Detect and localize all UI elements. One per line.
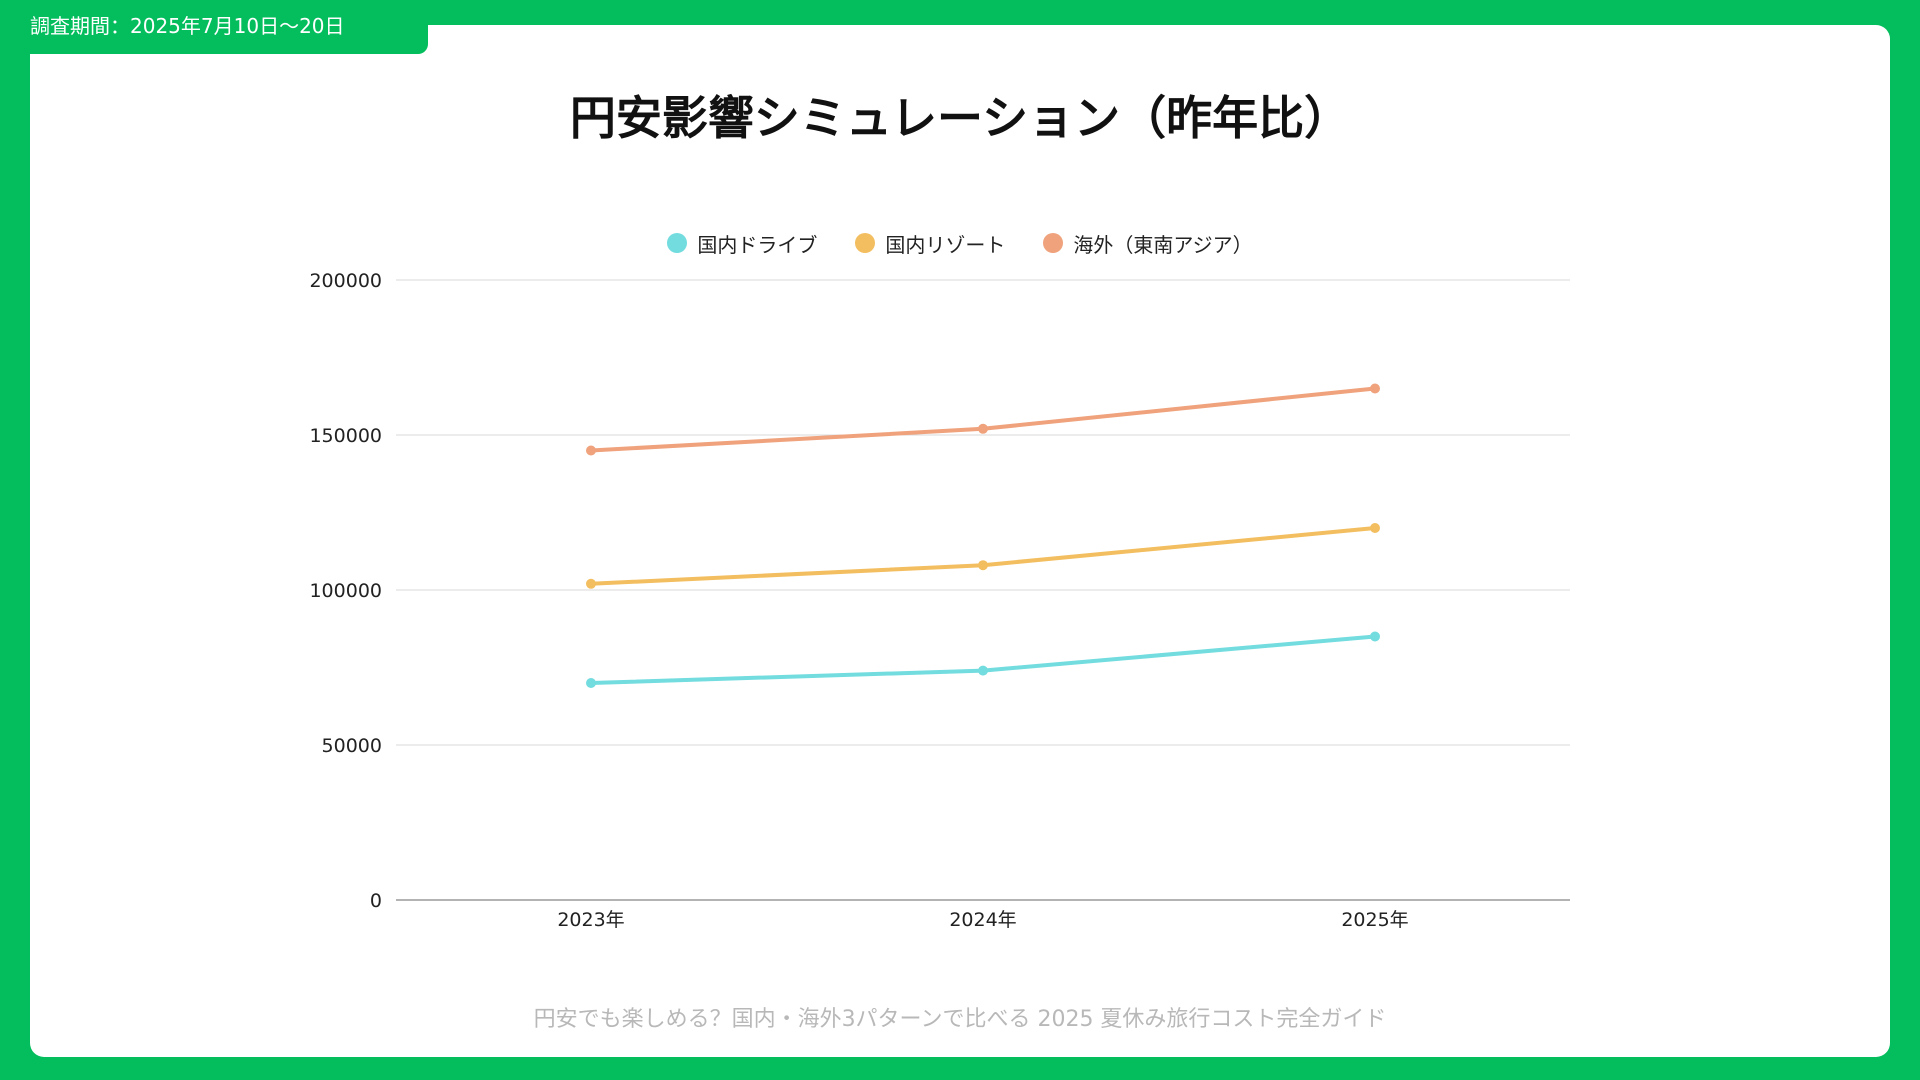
legend-label-domestic-drive: 国内ドライブ <box>697 232 818 257</box>
series-line-1 <box>589 526 1377 586</box>
data-point-series-2 <box>1370 383 1380 394</box>
data-point-series-1 <box>1370 523 1380 533</box>
x-tick-label: 2025年 <box>1341 909 1408 931</box>
legend-swatch-overseas-sea <box>1043 233 1064 253</box>
legend-item-domestic-resort: 国内リゾート <box>855 229 1005 258</box>
data-point-series-2 <box>978 423 988 434</box>
chart-card <box>30 25 1890 1057</box>
y-tick-label: 100000 <box>309 580 382 602</box>
series-line-0 <box>589 634 1377 685</box>
data-point-series-0 <box>1370 631 1380 642</box>
legend-item-domestic-drive: 国内ドライブ <box>667 229 817 258</box>
legend-label-overseas-sea: 海外（東南アジア） <box>1073 232 1253 257</box>
y-tick-label: 50000 <box>322 735 382 757</box>
y-tick-label: 150000 <box>309 425 382 447</box>
legend-label-domestic-resort: 国内リゾート <box>885 232 1006 257</box>
legend-item-overseas-sea: 海外（東南アジア） <box>1043 229 1253 258</box>
data-point-series-0 <box>978 665 988 676</box>
series-line-2 <box>589 386 1377 453</box>
data-point-series-1 <box>586 578 596 589</box>
legend-swatch-domestic-resort <box>855 233 876 253</box>
data-point-series-0 <box>586 678 596 688</box>
legend-swatch-domestic-drive <box>667 233 688 253</box>
survey-period-label: 調査期間：2025年7月10日〜20日 <box>30 14 345 38</box>
chart-legend: 国内ドライブ 国内リゾート 海外（東南アジア） <box>0 228 1920 258</box>
data-point-series-1 <box>978 560 988 571</box>
y-tick-label: 0 <box>370 890 382 912</box>
y-tick-label: 200000 <box>309 270 382 292</box>
x-tick-label: 2024年 <box>949 909 1016 931</box>
data-point-series-2 <box>586 445 596 456</box>
footer-caption: 円安でも楽しめる？国内・海外3パターンで比べる 2025 夏休み旅行コスト完全ガ… <box>533 1007 1387 1032</box>
x-tick-label: 2023年 <box>557 909 624 931</box>
survey-period-tab: 調査期間：2025年7月10日〜20日 <box>0 0 428 54</box>
chart-title: 円安影響シミュレーション（昨年比） <box>569 91 1351 145</box>
